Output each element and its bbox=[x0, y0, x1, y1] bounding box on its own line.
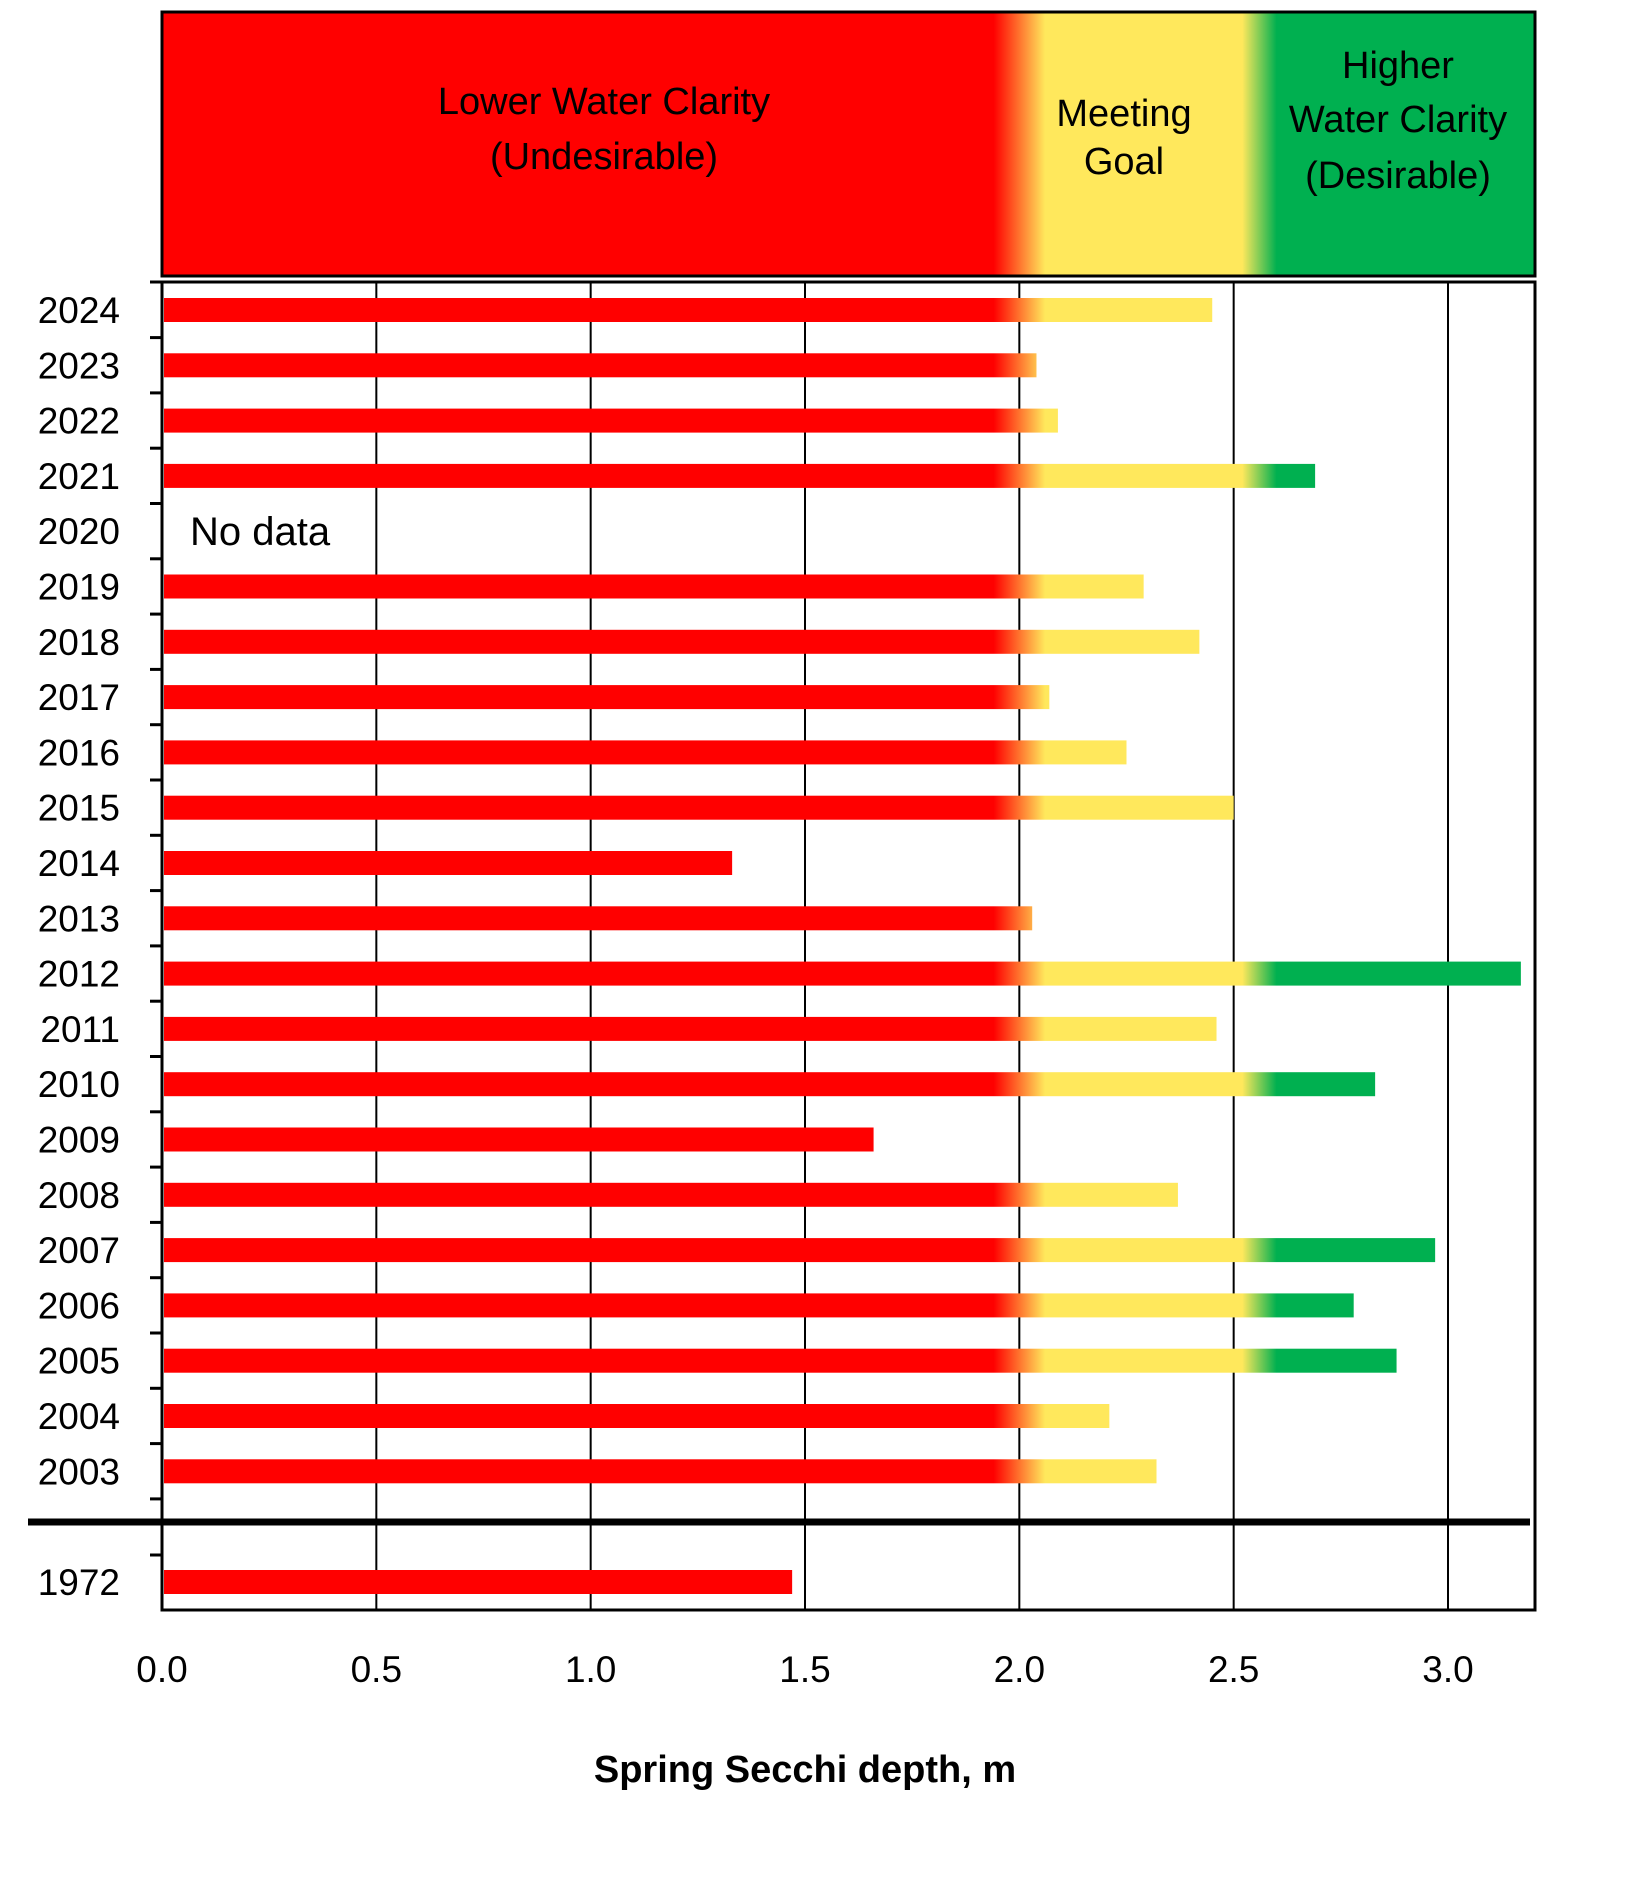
y-tick-label: 2010 bbox=[38, 1064, 120, 1105]
zone-label-line: Higher bbox=[1342, 45, 1454, 87]
x-tick-label: 1.0 bbox=[565, 1649, 616, 1690]
x-tick-label: 0.5 bbox=[351, 1649, 402, 1690]
bar-2014 bbox=[164, 851, 733, 875]
y-tick-label: 2003 bbox=[38, 1451, 120, 1492]
bar-2007 bbox=[164, 1238, 1436, 1263]
y-tick-label: 2012 bbox=[38, 954, 120, 995]
y-tick-label: 2011 bbox=[40, 1009, 120, 1050]
y-tick-label: 2020 bbox=[38, 511, 120, 552]
x-axis-title: Spring Secchi depth, m bbox=[594, 1749, 1016, 1791]
y-tick-label: 2021 bbox=[38, 456, 120, 497]
zone-label-0: Lower Water Clarity (Undesirable) bbox=[438, 81, 770, 178]
clarity-zone-banner: Lower Water Clarity (Undesirable) Meeting G… bbox=[160, 10, 1537, 278]
bar-2017 bbox=[164, 685, 1050, 710]
y-tick-label: 2007 bbox=[38, 1230, 120, 1271]
bar-2016 bbox=[164, 740, 1127, 765]
y-tick-label: 2016 bbox=[38, 732, 120, 773]
y-tick-label: 2008 bbox=[38, 1175, 120, 1216]
y-tick-label: 2014 bbox=[38, 843, 120, 884]
bar-2012 bbox=[164, 961, 1521, 986]
bar-2006 bbox=[164, 1293, 1354, 1318]
bar-2021 bbox=[164, 463, 1316, 488]
y-tick-label: 1972 bbox=[38, 1562, 120, 1603]
no-data-annotation: No data bbox=[190, 510, 331, 554]
bar-2013 bbox=[164, 906, 1033, 931]
y-tick-label: 2015 bbox=[38, 788, 120, 829]
bar-2010 bbox=[164, 1072, 1376, 1097]
x-tick-label: 3.0 bbox=[1422, 1649, 1473, 1690]
x-tick-label: 2.0 bbox=[994, 1649, 1045, 1690]
bar-2003 bbox=[164, 1459, 1157, 1484]
y-tick-label: 2017 bbox=[38, 677, 120, 718]
bar-2019 bbox=[164, 574, 1144, 599]
y-tick-label: 2013 bbox=[38, 898, 120, 939]
plot-area: 0.0 0.5 1.0 1.5 2.0 2.5 3.0 bbox=[28, 280, 1537, 1690]
zone-label-line: Water Clarity bbox=[1289, 99, 1507, 141]
bar-2023 bbox=[164, 353, 1037, 378]
bar-1972 bbox=[164, 1570, 793, 1594]
y-tick-label: 2019 bbox=[38, 567, 120, 608]
bar-2018 bbox=[164, 629, 1200, 654]
y-tick-label: 2006 bbox=[38, 1285, 120, 1326]
y-tick-label: 2023 bbox=[38, 345, 120, 386]
y-tick-label: 2024 bbox=[38, 290, 120, 331]
y-tick-label: 2005 bbox=[38, 1341, 120, 1382]
bar-2005 bbox=[164, 1348, 1397, 1373]
bar-2009 bbox=[164, 1127, 874, 1152]
y-tick-label: 2009 bbox=[38, 1120, 120, 1161]
x-tick-label: 0.0 bbox=[136, 1649, 187, 1690]
zone-banner-background bbox=[160, 10, 1537, 278]
zone-label-line: (Desirable) bbox=[1305, 155, 1491, 197]
zone-label-line: (Undesirable) bbox=[490, 136, 718, 178]
bar-2015 bbox=[164, 795, 1234, 820]
bar-2004 bbox=[164, 1404, 1110, 1428]
bar-2008 bbox=[164, 1182, 1178, 1207]
x-tick-label: 2.5 bbox=[1208, 1649, 1259, 1690]
zone-label-line: Lower Water Clarity bbox=[438, 81, 770, 123]
zone-label-1: Meeting Goal bbox=[1056, 93, 1191, 183]
x-tick-label: 1.5 bbox=[779, 1649, 830, 1690]
zone-label-line: Goal bbox=[1084, 141, 1164, 183]
bar-2022 bbox=[164, 408, 1058, 433]
bar-2011 bbox=[164, 1016, 1217, 1041]
y-tick-label: 2022 bbox=[38, 401, 120, 442]
zone-label-2: Higher Water Clarity (Desirable) bbox=[1289, 45, 1507, 197]
labels: 2024 2023 2022 2021 2020 2019 2018 2017 2016 2015… bbox=[38, 290, 331, 1603]
bar-2024 bbox=[164, 298, 1213, 322]
y-tick-label: 2004 bbox=[38, 1396, 120, 1437]
zone-label-line: Meeting bbox=[1056, 93, 1191, 135]
y-tick-label: 2018 bbox=[38, 622, 120, 663]
